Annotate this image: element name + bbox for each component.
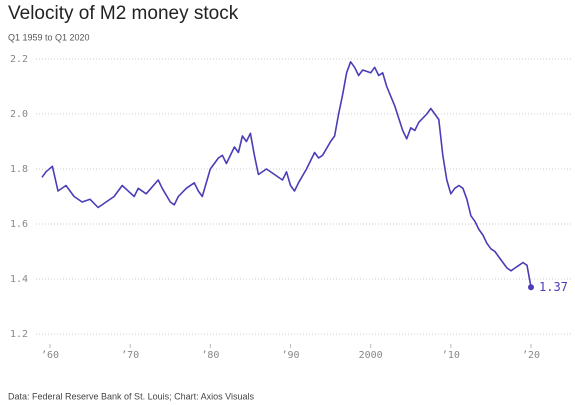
- x-tick-label: ’80: [201, 350, 219, 361]
- y-tick-label: 1.8: [10, 164, 28, 175]
- x-tick-label: ’60: [41, 350, 59, 361]
- x-tick-label: ’90: [281, 350, 299, 361]
- chart-title: Velocity of M2 money stock: [8, 3, 239, 24]
- x-tick-label: 2000: [359, 350, 383, 361]
- x-tick-label: ’20: [522, 350, 540, 361]
- y-tick-label: 2.2: [10, 54, 28, 65]
- chart-subtitle: Q1 1959 to Q1 2020: [8, 32, 90, 42]
- end-label: 1.37: [539, 280, 568, 294]
- end-point: [528, 284, 534, 291]
- y-tick-label: 1.2: [10, 329, 28, 340]
- y-tick-label: 1.6: [10, 219, 28, 230]
- x-tick-label: ’10: [442, 350, 460, 361]
- x-tick-label: ’70: [121, 350, 139, 361]
- data-line: [41, 61, 532, 288]
- y-tick-label: 2.0: [10, 109, 28, 120]
- y-tick-label: 1.4: [10, 274, 28, 285]
- source-note: Data: Federal Reserve Bank of St. Louis;…: [8, 391, 254, 401]
